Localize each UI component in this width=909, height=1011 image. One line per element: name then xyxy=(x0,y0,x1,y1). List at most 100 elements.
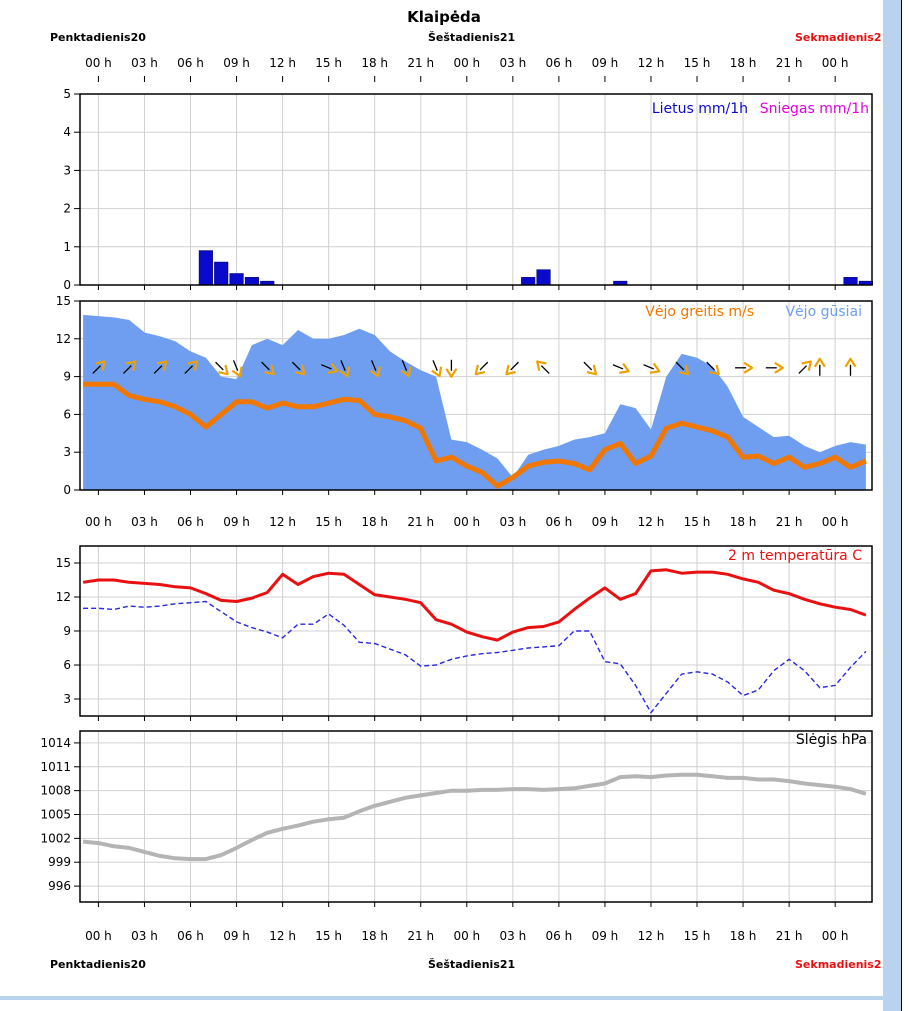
hour-label: 03 h xyxy=(499,56,526,70)
plot-bg xyxy=(80,731,872,902)
y-tick-label: 3 xyxy=(63,692,71,706)
y-tick-label: 1008 xyxy=(40,784,71,798)
wind-arrow xyxy=(92,360,106,374)
wind-arrow xyxy=(643,362,661,374)
legend-wind-gusts: Vėjo gūsiai xyxy=(785,304,862,320)
wind-arrow-shaft xyxy=(401,360,408,371)
hour-row-1: 00 h 03 h 06 h 09 h 12 h 15 h 18 h 21 h 00 h 03 h… xyxy=(85,515,848,529)
y-tick-label: 1002 xyxy=(40,831,71,845)
hour-label: 09 h xyxy=(223,515,250,529)
wind-speed-line xyxy=(83,381,867,489)
rain-bar xyxy=(214,261,229,286)
hour-label: 03 h xyxy=(131,929,158,943)
wind-arrow-shaft xyxy=(291,361,301,371)
hour-label: 18 h xyxy=(730,56,757,70)
rain-bar xyxy=(536,269,551,286)
wind-arrow xyxy=(231,360,243,378)
wind-arrow-shaft xyxy=(92,365,101,374)
rain-bar xyxy=(198,250,213,286)
wind-arrow xyxy=(474,361,489,376)
rain-bar xyxy=(521,277,536,286)
hour-label: 18 h xyxy=(361,929,388,943)
wind-series xyxy=(83,314,867,490)
wind-arrow-head xyxy=(536,360,547,371)
temperature-line xyxy=(82,568,867,642)
wind-arrow-head xyxy=(678,364,690,376)
pressure-line xyxy=(82,772,867,862)
wind-arrow-shaft xyxy=(261,361,270,371)
wind-arrow xyxy=(153,360,168,374)
hour-label: 15 h xyxy=(315,56,342,70)
hour-label: 00 h xyxy=(822,56,849,70)
wind-arrow xyxy=(844,357,857,376)
y-tick-label: 9 xyxy=(63,370,71,384)
wind-arrow-shaft xyxy=(675,361,685,371)
wind-arrow-shaft xyxy=(540,365,550,374)
wind-arrow-shaft xyxy=(643,364,655,370)
hour-label: 12 h xyxy=(638,929,665,943)
y-tick-label: 0 xyxy=(63,278,71,292)
panel-border xyxy=(79,545,873,717)
hour-label: 00 h xyxy=(453,515,480,529)
hour-label: 00 h xyxy=(453,929,480,943)
wind-arrow-head xyxy=(369,366,381,378)
rain-bar xyxy=(843,277,858,286)
y-tick-label: 2 xyxy=(63,202,71,216)
wind-arrow-shaft xyxy=(340,360,346,371)
panel-border xyxy=(79,730,873,903)
wind-arrow xyxy=(536,360,550,374)
wind-panel: 0 3 6 9 12 15 Vėjo greitis m/s Vėjo gūsiai xyxy=(56,294,873,497)
wind-arrow-shaft xyxy=(479,361,489,371)
wind-arrow xyxy=(184,360,198,374)
wind-arrow xyxy=(735,361,754,374)
wind-arrow xyxy=(339,360,351,378)
hour-label: 21 h xyxy=(776,929,803,943)
wind-arrow xyxy=(291,361,306,376)
precipitation-panel: 0 1 2 3 4 5 Lietus mm/1h Sniegas mm/1h xyxy=(63,87,873,292)
hour-label: 18 h xyxy=(730,515,757,529)
hour-label: 09 h xyxy=(592,56,619,70)
wind-arrow-head xyxy=(844,357,857,368)
wind-arrow-head xyxy=(231,366,243,378)
hour-label: 00 h xyxy=(453,56,480,70)
hour-label: 15 h xyxy=(315,929,342,943)
wind-arrow xyxy=(798,360,812,374)
y-tick-label: 12 xyxy=(56,590,71,604)
wind-arrow-head xyxy=(709,364,720,376)
wind-arrow-shaft xyxy=(321,364,332,370)
hour-row-0: 00 h 03 h 06 h 09 h 12 h 15 h 18 h 21 h 00 h 03 h… xyxy=(85,56,849,82)
day-label-sunday-bottom: Sekmadienis2 xyxy=(795,958,882,971)
wind-arrow xyxy=(706,361,720,376)
y-tick-label: 1014 xyxy=(40,736,71,750)
wind-arrow-shaft xyxy=(184,365,194,374)
y-tick-label: 6 xyxy=(63,658,71,672)
legend-snow: Sniegas mm/1h xyxy=(760,101,869,117)
wind-arrow-head xyxy=(187,360,198,371)
wind-arrow-shaft xyxy=(432,360,438,371)
hour-label: 06 h xyxy=(546,515,573,529)
wind-arrow-head xyxy=(156,360,168,371)
day-label-sunday-top: Sekmadienis2 xyxy=(795,31,882,44)
wind-arrow xyxy=(400,360,412,378)
y-tick-label: 15 xyxy=(56,294,71,308)
hour-label: 09 h xyxy=(223,56,250,70)
dewpoint-line xyxy=(83,600,867,714)
day-label-friday-bottom: Penktadienis20 xyxy=(50,958,146,971)
wind-arrow-head xyxy=(801,360,812,371)
hour-label: 12 h xyxy=(638,56,665,70)
y-tick-label: 999 xyxy=(48,855,71,869)
rain-bar xyxy=(229,273,244,286)
wind-arrow-shaft xyxy=(583,361,593,371)
wind-arrow xyxy=(612,362,630,374)
hour-label: 06 h xyxy=(546,56,573,70)
temperature-panel: 3 6 9 12 15 2 m temperatūra C xyxy=(56,545,873,721)
hour-label: 06 h xyxy=(177,56,204,70)
wind-arrow-shaft xyxy=(371,360,377,371)
wind-arrow-head xyxy=(431,366,443,378)
hour-axis-rows: 00 h 03 h 06 h 09 h 12 h 15 h 18 h 21 h 00 h 03 h… xyxy=(85,56,848,943)
temperature-series xyxy=(82,568,867,714)
hour-label: 21 h xyxy=(407,929,434,943)
y-tick-label: 0 xyxy=(63,483,71,497)
y-tick-label: 15 xyxy=(56,556,71,570)
